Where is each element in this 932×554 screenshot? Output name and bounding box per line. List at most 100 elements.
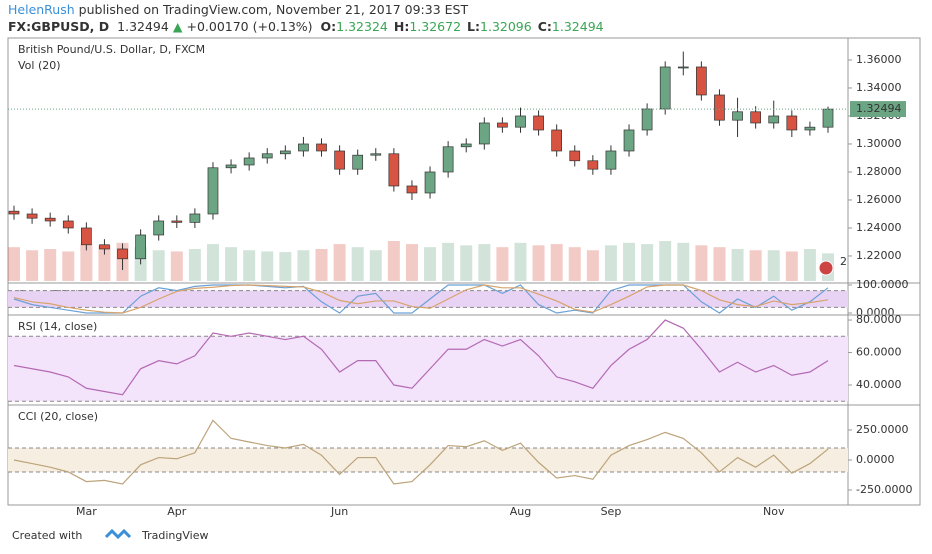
- candle-body: [406, 185, 418, 194]
- header-line-1: HelenRush published on TradingView.com, N…: [8, 2, 468, 17]
- candle-body: [243, 157, 255, 166]
- y-tick-label: -250.0000: [856, 483, 912, 496]
- candle-body: [298, 143, 309, 152]
- candle-body: [587, 160, 599, 170]
- volume-bar: [44, 249, 57, 281]
- price: 1.32494: [117, 19, 169, 34]
- y-tick-label: 1.28000: [856, 165, 902, 178]
- volume-bar: [261, 251, 274, 281]
- candle-body: [316, 143, 327, 152]
- candle-body: [804, 126, 816, 131]
- y-tick-label: 100.0000: [856, 278, 909, 291]
- change: +0.00170 (+0.13%): [186, 19, 312, 34]
- candle-body: [641, 108, 653, 131]
- ohlc-label: L:: [467, 19, 480, 34]
- volume-bar: [8, 247, 20, 281]
- band-fill: [8, 447, 848, 472]
- ohlc-label: O:: [321, 19, 337, 34]
- chart-frame: [7, 37, 921, 506]
- volume-bar: [659, 241, 672, 281]
- y-tick-label: 0.0000: [856, 453, 895, 466]
- volume-bar: [460, 245, 473, 281]
- candle-body: [533, 115, 544, 131]
- event-flag: [818, 260, 834, 276]
- volume-bar: [243, 250, 256, 281]
- candle-body: [515, 115, 526, 128]
- indicator-line: [13, 284, 829, 314]
- footer-brand[interactable]: TradingView: [141, 529, 208, 542]
- volume-bar: [26, 250, 39, 281]
- volume-bar: [98, 245, 111, 281]
- volume-bar: [749, 250, 762, 281]
- volume-bar: [152, 250, 165, 281]
- candle-body: [750, 111, 761, 124]
- published: published on TradingView.com, November 2…: [79, 2, 469, 17]
- volume-bar: [170, 251, 183, 281]
- y-tick-label: 1.22000: [856, 249, 902, 262]
- candle-body: [460, 143, 472, 148]
- candle-body: [153, 220, 165, 236]
- ohlc-value: 1.32672: [409, 19, 461, 34]
- volume-bar: [279, 252, 292, 281]
- volume-bar: [206, 244, 219, 281]
- ohlc-label: H:: [394, 19, 409, 34]
- volume-bar: [677, 242, 690, 281]
- volume-bar: [514, 242, 527, 281]
- candle-body: [497, 122, 508, 128]
- y-tick-label: 1.30000: [856, 137, 902, 150]
- pane-title: British Pound/U.S. Dollar, D, FXCM: [18, 43, 205, 56]
- volume-bar: [405, 244, 418, 281]
- event-count: 2: [840, 255, 847, 268]
- candle-body: [279, 150, 291, 155]
- volume-bar: [478, 244, 491, 281]
- ohlc-value: 1.32324: [336, 19, 388, 34]
- x-tick-label: Nov: [763, 505, 785, 518]
- candle-body: [569, 150, 581, 162]
- author[interactable]: HelenRush: [8, 2, 75, 17]
- volume-bar: [80, 244, 93, 281]
- x-tick-label: Apr: [167, 505, 187, 518]
- volume-bar: [604, 245, 617, 281]
- candle-body: [135, 234, 146, 260]
- candle-body: [352, 154, 364, 170]
- y-tick-label: 1.36000: [856, 53, 902, 66]
- pane-title: CCI (20, close): [18, 410, 98, 423]
- band-fill: [8, 336, 848, 402]
- candle-body: [696, 66, 707, 96]
- volume-bar: [351, 247, 364, 281]
- y-tick-label: 0.0000: [856, 306, 895, 319]
- x-tick-label: Aug: [510, 505, 531, 518]
- candle-body: [424, 171, 436, 194]
- candle-body: [478, 122, 490, 145]
- y-tick-label: 1.26000: [856, 193, 902, 206]
- candle-body: [551, 129, 563, 152]
- footer-created: Created with: [12, 529, 82, 542]
- last-price-box: [850, 101, 906, 118]
- last-price-label: 1.32494: [856, 102, 902, 115]
- candle-body: [26, 213, 38, 219]
- volume-bar: [442, 242, 455, 281]
- header-line-2: FX:GBPUSD, D 1.32494 ▲ +0.00170 (+0.13%) O:1…: [8, 19, 604, 34]
- candle-body: [786, 115, 798, 131]
- brand-logo: [104, 528, 132, 540]
- y-tick-label: 1.24000: [856, 221, 902, 234]
- volume-bar: [785, 251, 798, 281]
- candle-body: [81, 227, 92, 246]
- candle-body: [117, 248, 128, 260]
- volume-bar: [496, 247, 509, 281]
- volume-bar: [803, 249, 816, 281]
- x-tick-label: Sep: [601, 505, 622, 518]
- volume-bar: [550, 244, 563, 281]
- volume-bar: [713, 247, 726, 281]
- candle-body: [732, 111, 743, 121]
- volume-bar: [62, 251, 75, 281]
- candle-body: [623, 129, 635, 152]
- candle-body: [605, 150, 617, 170]
- ohlc-label: C:: [538, 19, 552, 34]
- candle-body: [334, 150, 345, 170]
- candle-body: [768, 115, 780, 124]
- candle-body: [261, 153, 273, 159]
- band-fill: [8, 290, 848, 308]
- indicator-line: [13, 319, 829, 396]
